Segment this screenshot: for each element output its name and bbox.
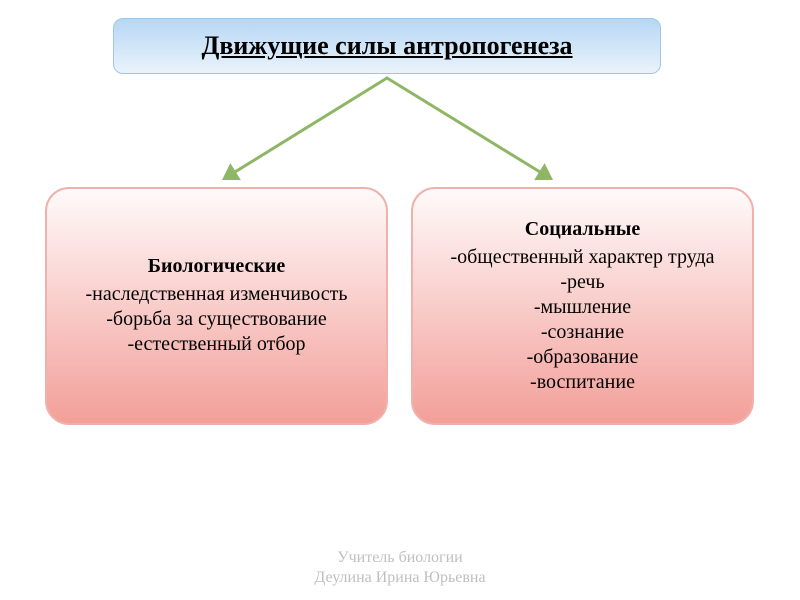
branch-box-biological: Биологические -наследственная изменчивос… — [45, 187, 388, 425]
branch-box-social: Социальные -общественный характер труда … — [411, 187, 754, 425]
branch-title-social: Социальные — [525, 218, 640, 241]
branch-item: -естественный отбор — [127, 332, 305, 357]
branch-item: -борьба за существование — [106, 307, 326, 332]
branch-item: -мышление — [534, 295, 631, 320]
branch-item: -образование — [527, 345, 639, 370]
footer-line1: Учитель биологии — [314, 548, 485, 568]
branch-item: -воспитание — [530, 370, 635, 395]
branch-item: -общественный характер труда — [450, 245, 714, 270]
branch-item: -речь — [560, 270, 604, 295]
branch-title-biological: Биологические — [148, 255, 286, 278]
branch-item: -сознание — [541, 320, 624, 345]
branch-item: -наследственная изменчивость — [85, 282, 347, 307]
footer-line2: Деулина Ирина Юрьевна — [314, 568, 485, 588]
footer-credit: Учитель биологии Деулина Ирина Юрьевна — [314, 548, 485, 588]
